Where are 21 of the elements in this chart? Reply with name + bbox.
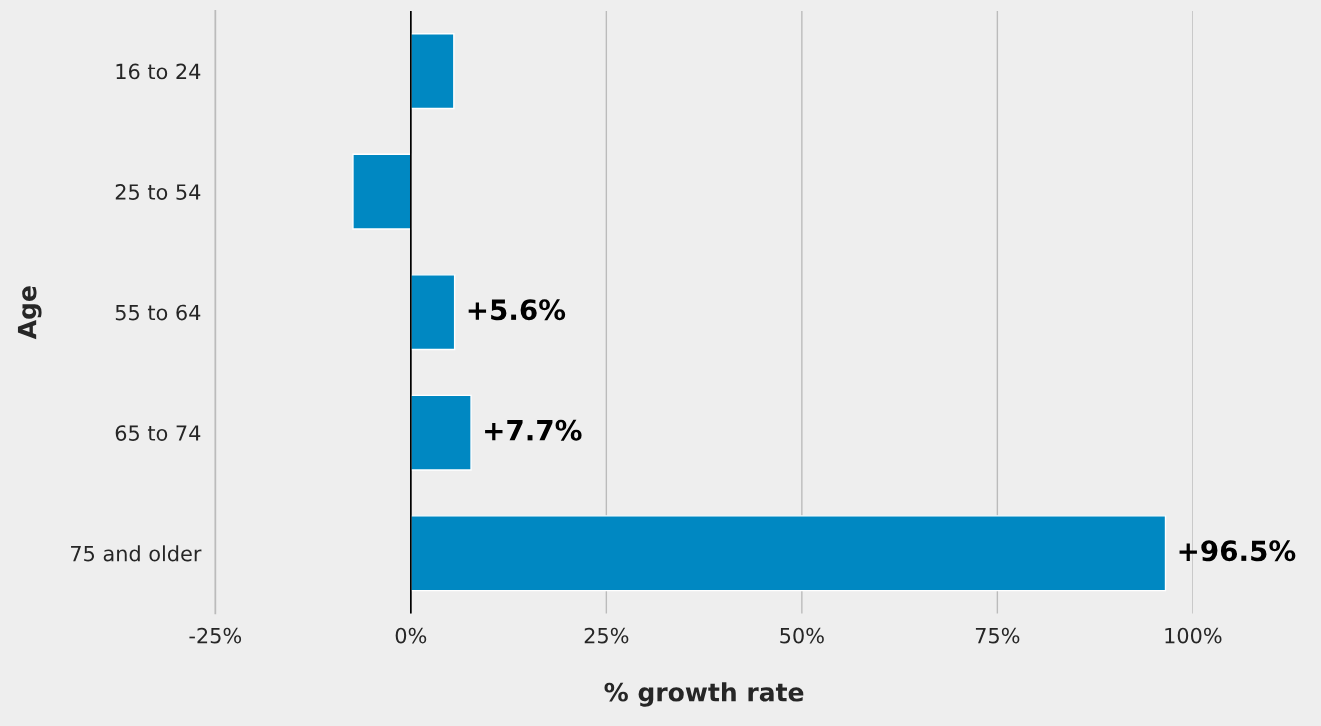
bar xyxy=(410,515,1167,592)
data-label: +7.7% xyxy=(485,419,582,441)
data-label: +96.5% xyxy=(1179,540,1296,562)
x-tick-label: 100% xyxy=(1165,627,1222,644)
bar xyxy=(410,274,456,351)
y-tick-label: 16 to 24 xyxy=(116,63,201,80)
y-tick-label: 75 and older xyxy=(71,545,202,562)
y-tick-label: 25 to 54 xyxy=(115,184,201,200)
bar xyxy=(410,33,455,110)
bar xyxy=(410,394,472,471)
x-tick-label: 75% xyxy=(975,627,1020,644)
x-tick-label: 0% xyxy=(395,627,427,644)
y-axis-title: Age xyxy=(17,286,42,340)
x-tick-label: 50% xyxy=(780,627,824,644)
x-tick-label: 25% xyxy=(584,627,629,644)
data-label: +5.6% xyxy=(468,299,566,321)
y-tick-label: 65 to 74 xyxy=(115,425,201,441)
x-axis-title: % growth rate xyxy=(604,682,804,707)
bar xyxy=(352,153,412,230)
x-tick-label: -25% xyxy=(189,627,242,644)
y-tick-label: 55 to 64 xyxy=(115,304,201,321)
